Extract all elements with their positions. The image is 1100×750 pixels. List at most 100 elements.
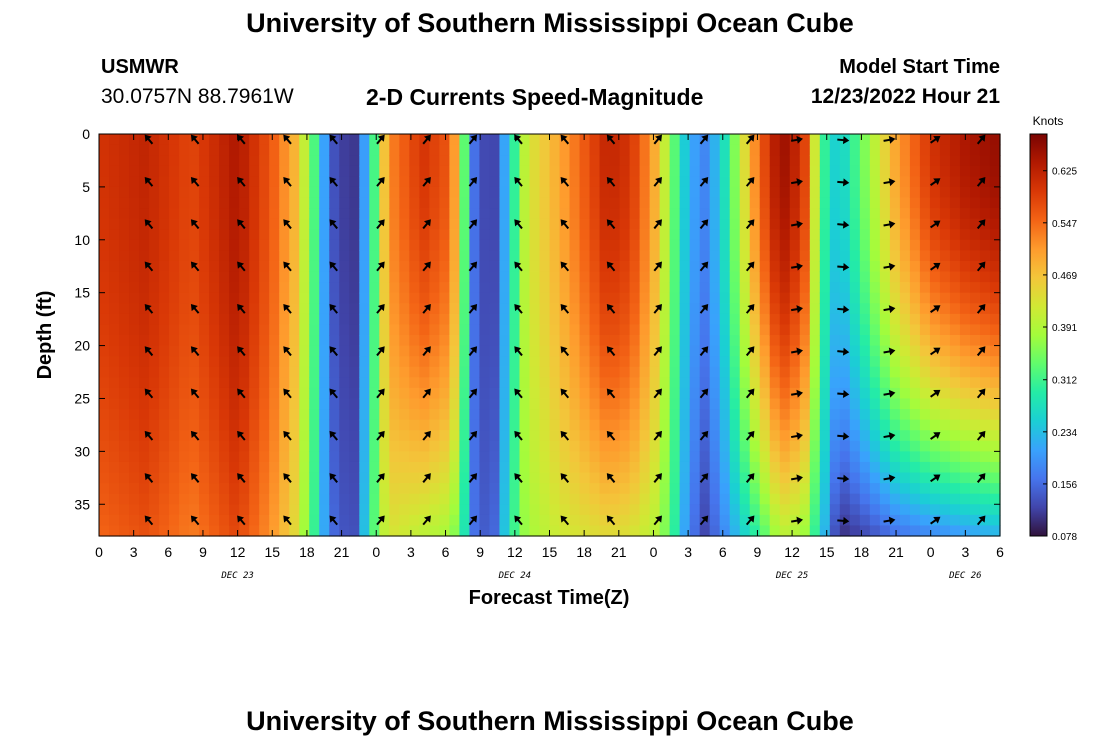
heatmap-cell: [489, 282, 501, 294]
heatmap-cell: [699, 239, 711, 251]
heatmap-cell: [689, 398, 701, 410]
colorbar-tick-label: 0.156: [1052, 480, 1077, 491]
heatmap-cell: [899, 165, 911, 177]
heatmap-cell: [289, 409, 300, 421]
heatmap-cell: [769, 366, 781, 378]
heatmap-cell: [749, 525, 761, 537]
heatmap-cell: [769, 335, 781, 347]
heatmap-cell: [279, 356, 290, 368]
heatmap-cell: [339, 165, 350, 177]
heatmap-cell: [729, 186, 741, 199]
current-arrow: [422, 176, 431, 187]
heatmap-cell: [259, 303, 270, 315]
heatmap-cell: [739, 208, 751, 220]
heatmap-cell: [949, 134, 961, 146]
heatmap-cell: [469, 483, 481, 495]
heatmap-cell: [149, 155, 160, 167]
current-arrow: [329, 473, 338, 483]
heatmap-cell: [629, 303, 641, 315]
heatmap-cell: [769, 165, 781, 177]
heatmap-cell: [679, 144, 691, 156]
heatmap-cell: [169, 165, 180, 177]
heatmap-cell: [929, 324, 941, 336]
heatmap-cell: [139, 430, 150, 442]
heatmap-cell: [849, 218, 861, 230]
heatmap-cell: [239, 440, 250, 452]
heatmap-cell: [869, 398, 881, 410]
heatmap-cell: [679, 260, 691, 273]
heatmap-cell: [859, 197, 871, 209]
heatmap-cell: [959, 504, 971, 516]
heatmap-cell: [759, 345, 771, 357]
heatmap-cell: [929, 197, 941, 209]
heatmap-cell: [249, 176, 260, 188]
heatmap-cell: [399, 440, 410, 452]
heatmap-cell: [489, 292, 501, 304]
heatmap-cell: [329, 366, 340, 378]
heatmap-cell: [189, 271, 200, 283]
heatmap-cell: [759, 165, 771, 177]
heatmap-cell: [419, 387, 430, 400]
heatmap-cell: [329, 451, 340, 463]
heatmap-cell: [259, 451, 270, 463]
heatmap-cell: [419, 483, 430, 495]
current-arrow: [376, 515, 385, 526]
heatmap-cell: [859, 440, 871, 452]
heatmap-cell: [759, 409, 771, 421]
heatmap-cell: [649, 176, 661, 188]
heatmap-cell: [949, 165, 961, 177]
x-tick-label: 0: [927, 544, 935, 560]
heatmap-cell: [529, 134, 541, 146]
heatmap-cell: [109, 493, 120, 505]
heatmap-cell: [869, 493, 881, 505]
heatmap-cell: [659, 525, 671, 537]
heatmap-cell: [969, 144, 981, 156]
heatmap-cell: [359, 430, 370, 442]
heatmap-cell: [399, 345, 410, 357]
heatmap-cell: [779, 514, 791, 527]
heatmap-cell: [569, 250, 581, 262]
heatmap-cell: [369, 366, 380, 378]
heatmap-cell: [339, 324, 350, 336]
heatmap-cell: [909, 409, 921, 421]
heatmap-cell: [139, 282, 150, 294]
heatmap-cell: [179, 303, 190, 315]
heatmap-cell: [429, 282, 440, 294]
heatmap-cell: [599, 208, 611, 220]
heatmap-cell: [669, 366, 681, 378]
heatmap-cell: [879, 239, 891, 251]
heatmap-cell: [899, 282, 911, 294]
heatmap-cell: [409, 271, 420, 283]
heatmap-cell: [99, 165, 110, 177]
current-arrow: [837, 136, 850, 145]
heatmap-cell: [599, 250, 611, 262]
heatmap-cell: [319, 144, 330, 156]
heatmap-cell: [829, 525, 841, 537]
heatmap-cell: [569, 409, 581, 421]
heatmap-cell: [449, 461, 460, 474]
heatmap-cell: [459, 377, 471, 389]
heatmap-cell: [869, 260, 881, 273]
heatmap-cell: [869, 409, 881, 421]
heatmap-cell: [879, 493, 891, 505]
heatmap-cell: [569, 260, 581, 273]
heatmap-cell: [489, 155, 501, 167]
heatmap-cell: [849, 335, 861, 347]
heatmap-cell: [439, 483, 450, 495]
heatmap-cell: [269, 229, 280, 241]
heatmap-cell: [849, 504, 861, 516]
current-arrow: [422, 388, 431, 399]
heatmap-cell: [149, 409, 160, 421]
heatmap-cell: [189, 483, 200, 495]
heatmap-cell: [149, 229, 160, 241]
heatmap-cell: [719, 483, 731, 495]
heatmap-cell: [309, 483, 320, 495]
current-arrow: [422, 134, 431, 145]
heatmap-cell: [699, 282, 711, 294]
heatmap-cell: [799, 419, 811, 431]
heatmap-cell: [709, 398, 721, 410]
heatmap-cell: [529, 271, 541, 283]
heatmap-cell: [849, 165, 861, 177]
heatmap-cell: [359, 144, 370, 156]
heatmap-cell: [589, 303, 601, 315]
